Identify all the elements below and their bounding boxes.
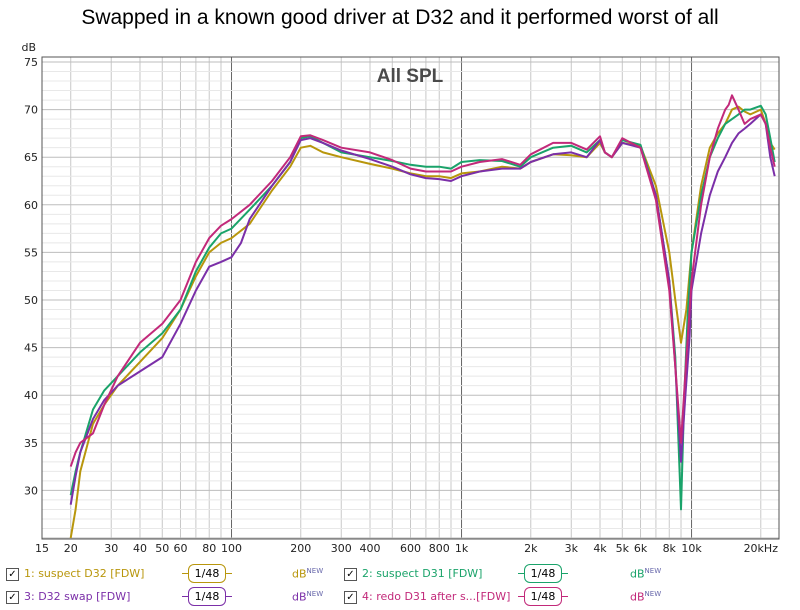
series-line-4 <box>69 94 776 467</box>
y-tick-label: 65 <box>24 151 38 164</box>
y-tick-label: 55 <box>24 246 38 259</box>
series-3-label: 3: D32 swap [FDW] <box>24 590 131 603</box>
x-tick-label: 1k <box>455 542 469 555</box>
x-tick-label: 200 <box>290 542 311 555</box>
series-1-checkbox[interactable]: ✓ <box>6 568 19 581</box>
y-axis-label: dB <box>21 41 36 54</box>
legend-item-2: ✓ 2: suspect D31 [FDW] 1/48 dBNEW <box>344 564 684 586</box>
series-4-checkbox[interactable]: ✓ <box>344 591 357 604</box>
spl-chart: All SPL dB 30 35 40 45 50 55 60 65 70 75 15 20 30 40… <box>21 41 780 555</box>
legend-item-3: ✓ 3: D32 swap [FDW] 1/48 dBNEW <box>6 587 346 609</box>
series-2-label: 2: suspect D31 [FDW] <box>362 567 483 580</box>
plot-frame <box>41 56 780 540</box>
series-1-smoothing-button[interactable]: 1/48 <box>182 564 232 583</box>
x-tick-label: 100 <box>221 542 242 555</box>
chart-inner-title: All SPL <box>377 66 444 87</box>
y-tick-label: 45 <box>24 342 38 355</box>
series-3-smoothing-button[interactable]: 1/48 <box>182 587 232 606</box>
x-tick-label: 15 <box>35 542 49 555</box>
series-2-unit: dBNEW <box>630 567 662 581</box>
legend-item-1: ✓ 1: suspect D32 [FDW] 1/48 dBNEW <box>6 564 346 586</box>
legend-item-4: ✓ 4: redo D31 after s...[FDW] 1/48 dBNEW <box>344 587 684 609</box>
page-title: Swapped in a known good driver at D32 an… <box>81 6 719 29</box>
series-2-smoothing-button[interactable]: 1/48 <box>518 564 568 583</box>
x-tick-label: 300 <box>331 542 352 555</box>
y-tick-label: 70 <box>24 104 38 117</box>
y-tick-label: 50 <box>24 294 38 307</box>
series-lines <box>69 94 776 539</box>
y-tick-label: 35 <box>24 437 38 450</box>
x-tick-label: 8k <box>663 542 677 555</box>
series-4-unit: dBNEW <box>630 590 662 604</box>
series-3-unit: dBNEW <box>292 590 324 604</box>
x-tick-label: 50 <box>155 542 169 555</box>
x-tick-label: 20 <box>64 542 78 555</box>
y-tick-label: 30 <box>24 484 38 497</box>
x-tick-label: 60 <box>173 542 187 555</box>
x-tick-label: 40 <box>133 542 147 555</box>
x-tick-label: 400 <box>359 542 380 555</box>
y-axis-ticks: 30 35 40 45 50 55 60 65 70 75 <box>24 56 38 497</box>
series-3-checkbox[interactable]: ✓ <box>6 591 19 604</box>
x-tick-label: 20kHz <box>744 542 779 555</box>
series-4-label: 4: redo D31 after s...[FDW] <box>362 590 511 603</box>
x-tick-label: 600 <box>400 542 421 555</box>
y-tick-label: 60 <box>24 199 38 212</box>
x-axis-ticks: 15 20 30 40 50 60 80 100 200 300 400 600 800 1k 2k 3k 4k… <box>35 542 778 555</box>
series-line-3 <box>69 113 776 505</box>
x-tick-label: 5k <box>616 542 630 555</box>
series-1-unit: dBNEW <box>292 567 324 581</box>
series-4-smoothing-button[interactable]: 1/48 <box>518 587 568 606</box>
series-line-2 <box>69 104 776 511</box>
y-tick-label: 40 <box>24 389 38 402</box>
x-tick-label: 3k <box>565 542 579 555</box>
chart-grid <box>42 57 779 539</box>
y-tick-label: 75 <box>24 56 38 69</box>
series-1-label: 1: suspect D32 [FDW] <box>24 567 145 580</box>
x-tick-label: 10k <box>681 542 702 555</box>
x-tick-label: 6k <box>634 542 648 555</box>
x-tick-label: 4k <box>593 542 607 555</box>
series-2-checkbox[interactable]: ✓ <box>344 568 357 581</box>
x-tick-label: 800 <box>429 542 450 555</box>
x-tick-label: 30 <box>104 542 118 555</box>
legend: ✓ 1: suspect D32 [FDW] 1/48 dBNEW ✓ 2: s… <box>0 560 800 610</box>
x-tick-label: 80 <box>202 542 216 555</box>
x-tick-label: 2k <box>524 542 538 555</box>
